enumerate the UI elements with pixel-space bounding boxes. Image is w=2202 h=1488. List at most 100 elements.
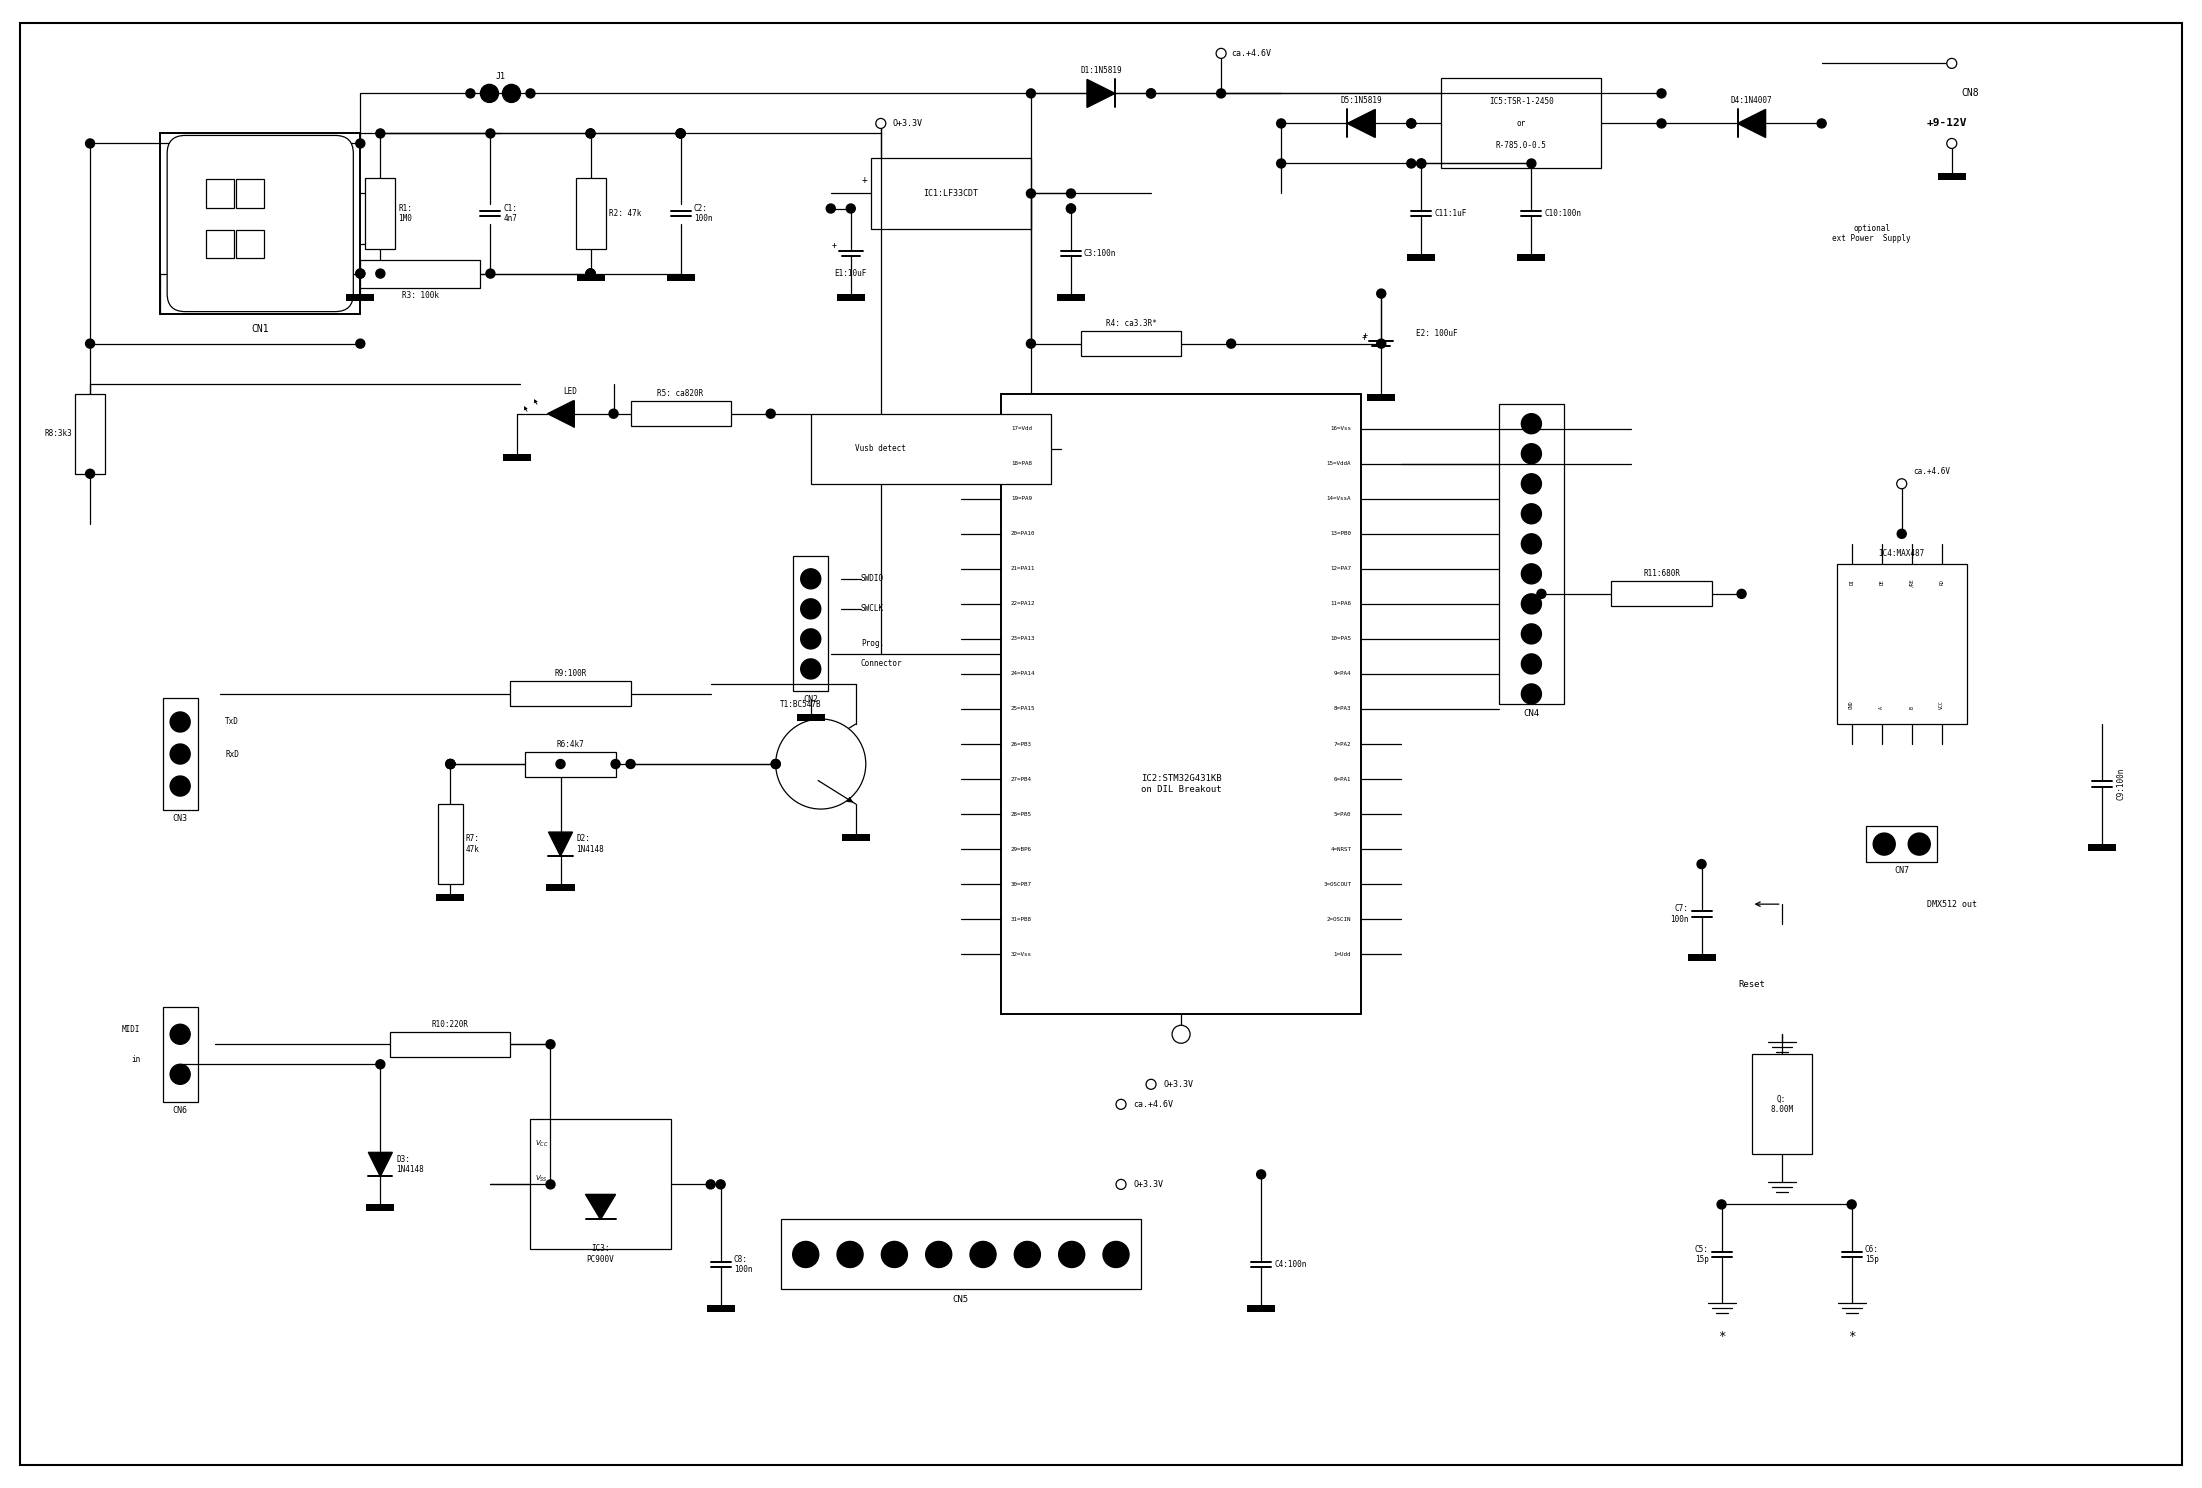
Text: +9-12V: +9-12V <box>1927 119 1966 128</box>
Text: 29=BP6: 29=BP6 <box>1011 847 1033 851</box>
Circle shape <box>1847 1199 1856 1208</box>
Circle shape <box>86 339 95 348</box>
Circle shape <box>445 759 456 768</box>
Text: in: in <box>130 1055 141 1064</box>
FancyBboxPatch shape <box>1836 564 1966 725</box>
Text: 21=PA11: 21=PA11 <box>1011 567 1035 571</box>
Text: R-785.0-0.5: R-785.0-0.5 <box>1495 141 1546 150</box>
Circle shape <box>610 409 619 418</box>
Circle shape <box>925 1241 951 1268</box>
FancyBboxPatch shape <box>236 229 264 257</box>
Circle shape <box>357 339 366 348</box>
Text: R5: ca820R: R5: ca820R <box>658 390 705 399</box>
FancyBboxPatch shape <box>1367 394 1396 400</box>
Circle shape <box>1066 204 1075 213</box>
Text: 3+: 3+ <box>216 241 225 247</box>
FancyBboxPatch shape <box>1246 1305 1275 1311</box>
FancyBboxPatch shape <box>630 402 731 426</box>
FancyBboxPatch shape <box>436 894 465 902</box>
Text: J1: J1 <box>495 73 506 82</box>
Text: A: A <box>1878 707 1885 708</box>
Circle shape <box>802 629 821 649</box>
Circle shape <box>526 89 535 98</box>
FancyBboxPatch shape <box>366 179 396 248</box>
Circle shape <box>467 89 476 98</box>
Text: DI: DI <box>1850 579 1854 585</box>
Text: 4=NRST: 4=NRST <box>1330 847 1352 851</box>
Text: C4:100n: C4:100n <box>1275 1260 1306 1269</box>
FancyBboxPatch shape <box>810 414 1050 484</box>
Circle shape <box>1898 530 1907 539</box>
Text: R10:220R: R10:220R <box>432 1019 469 1028</box>
Text: VCC: VCC <box>1940 701 1944 708</box>
Text: D2:
1N4148: D2: 1N4148 <box>577 835 603 854</box>
Text: CN7: CN7 <box>1894 866 1909 875</box>
Text: D3:
1N4148: D3: 1N4148 <box>396 1155 425 1174</box>
FancyBboxPatch shape <box>1500 403 1563 704</box>
FancyBboxPatch shape <box>546 884 575 891</box>
Text: R7:
47k: R7: 47k <box>467 835 480 854</box>
Text: D1:1N5819: D1:1N5819 <box>1081 67 1121 76</box>
Circle shape <box>1216 89 1227 98</box>
Circle shape <box>86 138 95 147</box>
Text: D5:1N5819: D5:1N5819 <box>1341 97 1383 106</box>
FancyBboxPatch shape <box>1751 1055 1812 1155</box>
FancyBboxPatch shape <box>511 682 630 707</box>
Circle shape <box>586 269 595 278</box>
Text: 14=VssA: 14=VssA <box>1328 497 1352 501</box>
Circle shape <box>1147 89 1156 98</box>
FancyBboxPatch shape <box>870 158 1031 229</box>
Circle shape <box>1277 159 1286 168</box>
Text: 15=VddA: 15=VddA <box>1328 461 1352 466</box>
Text: 23=PA13: 23=PA13 <box>1011 637 1035 641</box>
Circle shape <box>546 1180 555 1189</box>
Text: C6:
15p: C6: 15p <box>1865 1245 1878 1265</box>
Circle shape <box>1522 443 1541 464</box>
Circle shape <box>487 269 495 278</box>
Text: 28=PB5: 28=PB5 <box>1011 811 1033 817</box>
Circle shape <box>487 129 495 138</box>
Text: C2:
100n: C2: 100n <box>694 204 711 223</box>
Polygon shape <box>1088 79 1114 107</box>
Text: 16=Vss: 16=Vss <box>1330 426 1352 432</box>
Text: IC3:
PC900V: IC3: PC900V <box>586 1244 614 1263</box>
Circle shape <box>1522 414 1541 433</box>
Text: 11=PA6: 11=PA6 <box>1330 601 1352 607</box>
Polygon shape <box>1737 110 1766 137</box>
Circle shape <box>586 269 595 278</box>
Circle shape <box>826 204 835 213</box>
Text: 1V: 1V <box>247 190 253 196</box>
Circle shape <box>1909 833 1931 856</box>
Text: C3:100n: C3:100n <box>1083 248 1116 257</box>
Circle shape <box>1416 159 1425 168</box>
Text: 5=PA0: 5=PA0 <box>1334 811 1352 817</box>
Text: O+3.3V: O+3.3V <box>892 119 923 128</box>
FancyBboxPatch shape <box>163 1007 198 1101</box>
Text: D4:1N4007: D4:1N4007 <box>1731 97 1773 106</box>
FancyBboxPatch shape <box>797 714 826 722</box>
Circle shape <box>1522 623 1541 644</box>
Circle shape <box>1059 1241 1086 1268</box>
Text: E2: 100uF: E2: 100uF <box>1416 329 1458 338</box>
Text: 19=PA9: 19=PA9 <box>1011 497 1033 501</box>
Circle shape <box>1227 339 1235 348</box>
Circle shape <box>445 759 456 768</box>
Text: C11:1uF: C11:1uF <box>1434 208 1467 219</box>
FancyBboxPatch shape <box>707 1305 735 1311</box>
Circle shape <box>170 744 189 763</box>
FancyBboxPatch shape <box>526 751 617 777</box>
Circle shape <box>1147 89 1156 98</box>
Text: CN8: CN8 <box>1962 88 1980 98</box>
Text: 4G: 4G <box>247 241 253 247</box>
Text: C1:
4n7: C1: 4n7 <box>504 204 517 223</box>
Circle shape <box>1537 589 1546 598</box>
Polygon shape <box>368 1152 392 1177</box>
Text: IC2:STM32G431KB
on DIL Breakout: IC2:STM32G431KB on DIL Breakout <box>1141 774 1222 793</box>
Text: 2=OSCIN: 2=OSCIN <box>1328 917 1352 921</box>
Circle shape <box>377 129 385 138</box>
Circle shape <box>1522 504 1541 524</box>
Circle shape <box>1718 1199 1726 1208</box>
Circle shape <box>1171 1025 1189 1043</box>
Circle shape <box>1066 204 1075 213</box>
Circle shape <box>1407 119 1416 128</box>
